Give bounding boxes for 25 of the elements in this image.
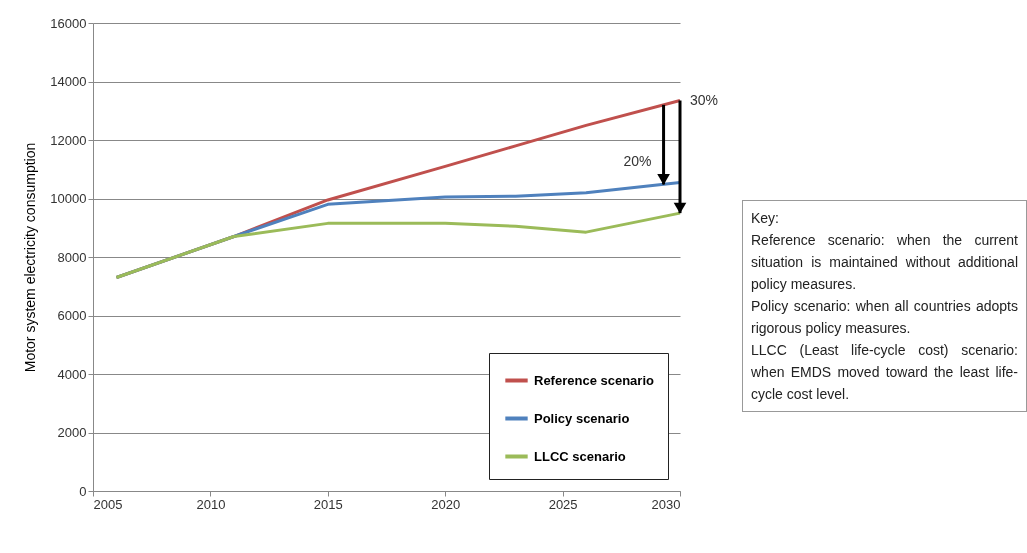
y-tick-label: 2000 [57, 425, 87, 440]
annotation: 30% [690, 91, 719, 108]
annotation: 20% [623, 153, 652, 170]
y-axis-title: Motor system electricity consumption [22, 142, 39, 373]
y-tick-label: 14000 [50, 74, 87, 89]
x-tick-label: 2030 [651, 496, 681, 512]
y-tick-label: 12000 [50, 132, 87, 148]
y-tick-label: 10000 [50, 191, 87, 206]
text: Policy scenario: when all countries adopts rigorous policy measures. [751, 297, 1018, 338]
x-tick-label: 2005 [93, 496, 123, 512]
y-tick-label: 0 [79, 483, 87, 499]
text: LLCC (Least life-cycle cost) scenario: when EMDS moved toward the least life-cycle cost level. [751, 341, 1018, 404]
x-tick-label: 2010 [196, 496, 226, 512]
legend-label: LLCC scenario [534, 448, 626, 464]
x-tick-label: 2025 [548, 496, 578, 512]
x-tick-label: 2015 [313, 496, 343, 512]
text: Reference scenario: when the current situation is maintained without additional policy measures. [751, 231, 1018, 294]
y-tick-label: 16000 [50, 15, 87, 31]
x-tick-label: 2020 [431, 496, 461, 512]
y-tick-label: 6000 [57, 308, 87, 323]
legend-label: Policy scenario [534, 410, 630, 426]
text: Key: [751, 209, 780, 228]
legend-label: Reference scenario [534, 372, 655, 388]
y-tick-label: 4000 [57, 366, 87, 382]
y-tick-label: 8000 [57, 249, 87, 265]
